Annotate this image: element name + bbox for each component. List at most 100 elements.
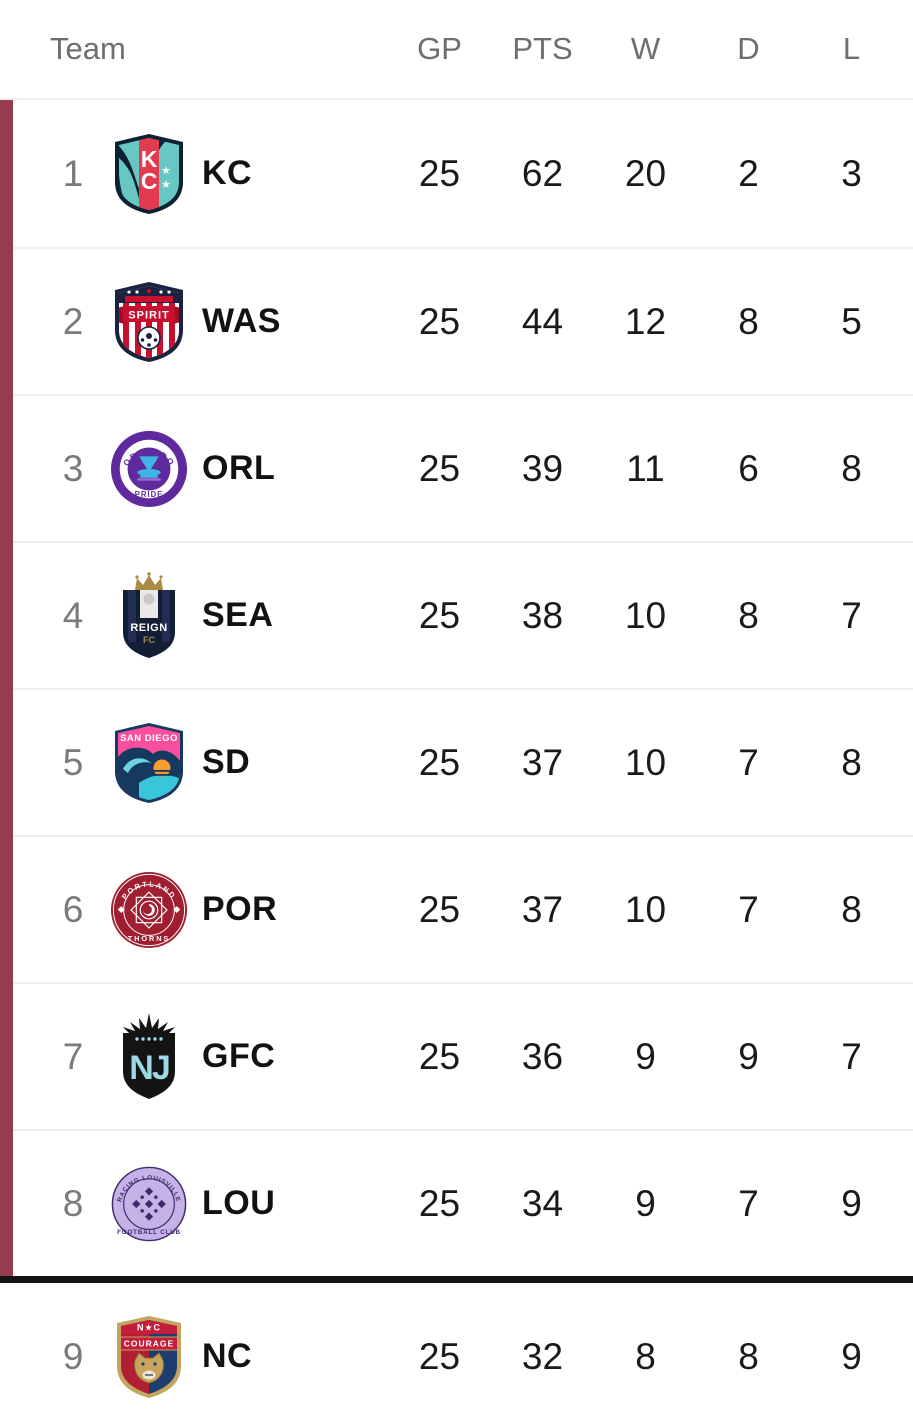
below-line-section: 9 N★C COURAGE [0,1283,913,1416]
svg-text:SAN DIEGO: SAN DIEGO [120,733,178,744]
team-abbr: LOU [202,1184,276,1222]
stat-gp: 25 [418,888,461,930]
svg-text:NJ: NJ [129,1049,169,1087]
team-stats: 25 39 11 6 8 [388,448,903,490]
column-header-pts: PTS [512,31,573,66]
team-abbr: WAS [202,302,281,340]
stat-l: 9 [841,1335,862,1377]
stat-column-headers: GP PTS W D L [388,31,903,67]
svg-text:★: ★ [161,165,171,177]
team-stats: 25 44 12 8 5 [388,301,903,343]
stat-l: 8 [841,741,862,783]
table-row[interactable]: 1 K C ★ ★ [0,100,913,247]
column-header-gp: GP [417,31,462,66]
table-row[interactable]: 4 REIGN FC SEA 25 38 10 8 [0,541,913,688]
stat-pts: 37 [521,888,564,930]
table-row[interactable]: 8 RACING LOUISVILLE FOOTBALL CLUB [0,1129,913,1276]
team-rank: 4 [62,594,84,636]
svg-text:COURAGE: COURAGE [124,1338,174,1348]
san-diego-wave-crest-icon: SAN DIEGO [110,715,188,811]
svg-text:FC: FC [143,635,155,645]
svg-text:FOOTBALL CLUB: FOOTBALL CLUB [117,1229,181,1236]
stat-pts: 36 [521,1035,564,1077]
svg-text:C: C [141,168,158,194]
svg-text:K: K [141,146,158,172]
stat-w: 20 [624,152,667,194]
playoff-cutoff-line [0,1276,913,1283]
gotham-fc-crest-icon: NJ [110,1009,188,1105]
stat-w: 9 [635,1035,656,1077]
stat-w: 10 [624,594,667,636]
stat-d: 8 [738,594,759,636]
stat-l: 7 [841,594,862,636]
table-row[interactable]: 5 SAN DIEGO SD [0,688,913,835]
svg-text:★: ★ [161,179,171,191]
table-row[interactable]: 2 [0,247,913,394]
stat-pts: 62 [521,152,564,194]
stat-d: 6 [738,447,759,489]
team-rank: 3 [62,447,84,489]
portland-thorns-crest-icon: PORTLAND THORNS [110,862,188,958]
svg-text:PRIDE: PRIDE [135,489,164,498]
svg-text:REIGN: REIGN [130,622,167,634]
stat-gp: 25 [418,447,461,489]
stat-gp: 25 [418,152,461,194]
stat-l: 8 [841,888,862,930]
team-stats: 25 32 8 8 9 [388,1336,903,1378]
stat-l: 8 [841,447,862,489]
stat-w: 11 [626,447,665,489]
team-abbr: POR [202,890,278,928]
stat-gp: 25 [418,1035,461,1077]
stat-l: 5 [841,300,862,342]
stat-pts: 37 [521,741,564,783]
playoff-accent-bar [0,100,13,1276]
washington-spirit-crest-icon: SPIRIT [110,274,188,370]
table-row[interactable]: 7 NJ GFC 25 36 9 9 7 [0,982,913,1129]
stat-gp: 25 [418,741,461,783]
svg-text:SPIRIT: SPIRIT [128,309,169,321]
stat-gp: 25 [418,1335,461,1377]
team-abbr: ORL [202,449,276,487]
stat-d: 9 [738,1035,759,1077]
column-header-team: Team [50,31,126,66]
seattle-reign-crest-icon: REIGN FC [110,568,188,664]
team-rank: 1 [62,152,84,194]
stat-pts: 32 [521,1335,564,1377]
stat-d: 7 [738,888,759,930]
stat-d: 8 [738,300,759,342]
stat-w: 9 [635,1182,656,1224]
team-abbr: SD [202,743,251,781]
standings-header: Team GP PTS W D L [0,0,913,100]
team-rank: 2 [62,300,84,342]
stat-d: 2 [738,152,759,194]
team-stats: 25 34 9 7 9 [388,1183,903,1225]
stat-pts: 34 [521,1182,564,1224]
stat-pts: 38 [521,594,564,636]
stat-gp: 25 [418,594,461,636]
table-row[interactable]: 6 PORTLAND THORNS POR [0,835,913,982]
team-abbr: GFC [202,1037,276,1075]
table-row[interactable]: 3 ORLANDO PRIDE ORL 25 39 [0,394,913,541]
stat-w: 12 [624,300,667,342]
stat-d: 7 [738,741,759,783]
stat-pts: 39 [521,447,564,489]
stat-l: 9 [841,1182,862,1224]
playoff-section: 1 K C ★ ★ [0,100,913,1276]
column-header-w: W [630,31,661,66]
team-stats: 25 62 20 2 3 [388,153,903,195]
stat-pts: 44 [521,300,564,342]
team-rank: 5 [62,741,84,783]
stat-l: 3 [841,152,862,194]
team-rank: 9 [62,1335,84,1377]
stat-gp: 25 [418,1182,461,1224]
team-stats: 25 38 10 8 7 [388,595,903,637]
team-abbr: NC [202,1337,253,1375]
racing-louisville-crest-icon: RACING LOUISVILLE FOOTBALL CLUB [110,1156,188,1252]
team-stats: 25 37 10 7 8 [388,889,903,931]
stat-w: 8 [635,1335,656,1377]
kc-current-crest-icon: K C ★ ★ [110,126,188,222]
table-row[interactable]: 9 N★C COURAGE [0,1283,913,1416]
team-rank: 8 [62,1182,84,1224]
team-abbr: SEA [202,596,274,634]
column-header-l: L [842,31,861,66]
